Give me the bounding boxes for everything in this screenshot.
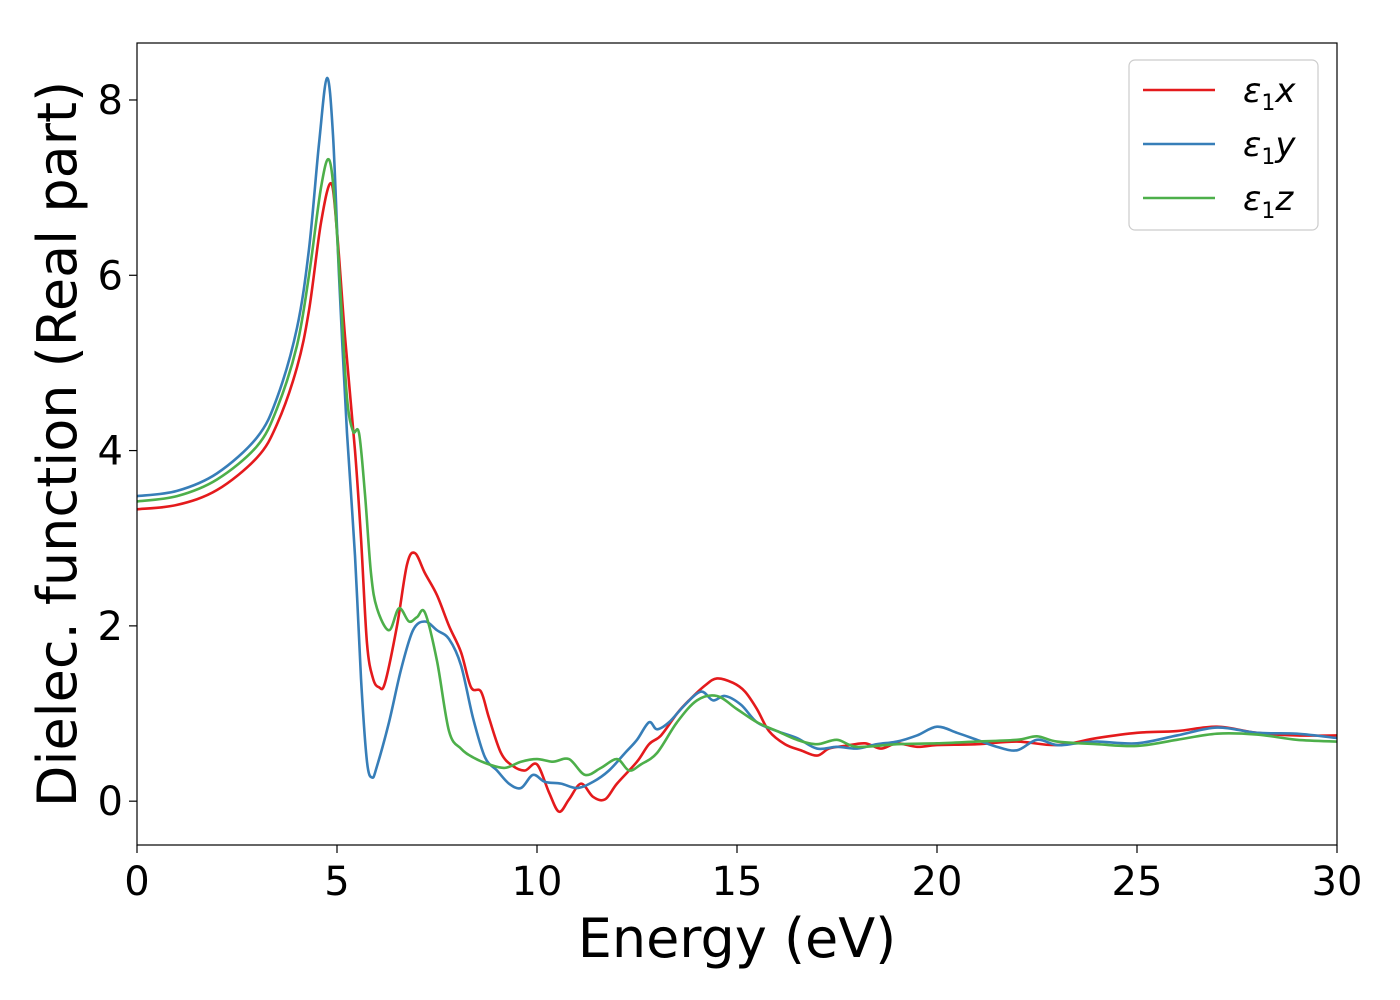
y-tick-label: 4 (98, 429, 123, 475)
x-tick-label: 20 (912, 859, 963, 905)
legend-box (1128, 59, 1319, 231)
x-axis-label: Energy (eV) (578, 907, 897, 970)
y-tick-label: 2 (98, 604, 123, 650)
legend-label-y: ε1y (1243, 125, 1296, 170)
x-tick-label: 5 (324, 859, 349, 905)
y-axis-label: Dielec. function (Real part) (26, 81, 89, 807)
x-tick-label: 15 (712, 859, 763, 905)
y-tick-label: 0 (98, 779, 123, 825)
x-tick-label: 25 (1112, 859, 1163, 905)
legend-label-z: ε1z (1243, 179, 1294, 224)
legend-label-x: ε1x (1243, 71, 1296, 116)
y-tick-label: 6 (98, 253, 123, 299)
y-tick-label: 8 (98, 78, 123, 124)
plot-area (137, 76, 1337, 813)
legend: ε1x ε1y ε1z (1128, 59, 1319, 231)
x-tick-label: 0 (124, 859, 149, 905)
series-line-x (137, 181, 1337, 813)
x-tick-label: 10 (512, 859, 563, 905)
x-tick-label: 30 (1312, 859, 1363, 905)
series-line-z (137, 157, 1337, 777)
axis-ticks: 0 5 10 15 20 25 30 0 2 4 6 8 (98, 78, 1363, 905)
